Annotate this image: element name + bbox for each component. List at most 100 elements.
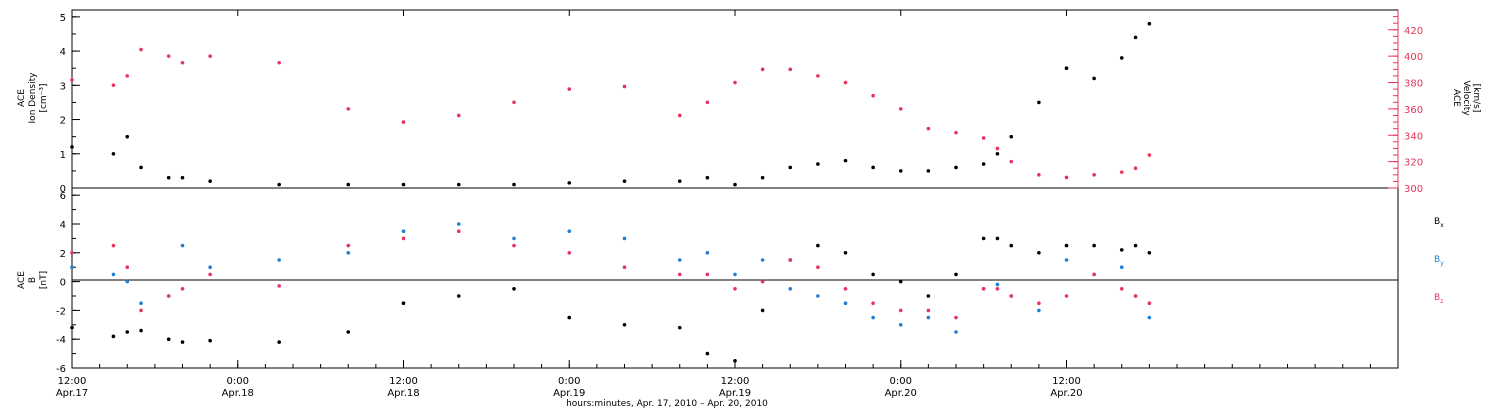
top-data-point-velocity [733, 80, 737, 85]
bottom-data-point-bx [677, 325, 682, 330]
bottom-data-point-bz [995, 287, 1000, 291]
bottom-data-point-by [898, 323, 903, 327]
bottom-ylabel-line2: B [28, 277, 38, 283]
bottom-data-point-by [1119, 265, 1124, 270]
bottom-data-point-by [512, 236, 516, 241]
x-tick-date: Apr.19 [553, 388, 585, 399]
bottom-data-point-bz [567, 251, 572, 255]
bottom-data-point-by [843, 301, 848, 306]
top-data-point-velocity [954, 130, 958, 135]
top-data-point-velocity [1064, 175, 1069, 180]
bottom-data-point-bz [705, 272, 710, 277]
top-data-point-velocity [926, 126, 931, 131]
bottom-data-point-bx [70, 325, 74, 330]
x-tick-time: 12:00 [389, 376, 418, 387]
bottom-data-point-by [705, 251, 710, 255]
bottom-data-point-by [277, 258, 281, 262]
bottom-data-point-bz [70, 251, 74, 255]
bottom-data-point-bx [346, 330, 351, 334]
bottom-data-point-bz [1133, 294, 1138, 298]
bottom-data-point-by [1037, 308, 1041, 313]
bottom-ylabel-line1: ACE [17, 271, 27, 289]
bz-by-bx-legend: Bx By Bz [1434, 217, 1444, 305]
bottom-data-point-bz [1092, 272, 1096, 277]
top-data-point-ion-density [1009, 134, 1014, 139]
top-data-point-ion-density [816, 162, 820, 166]
bottom-data-point-bx [816, 243, 820, 248]
bottom-data-point-bx [1037, 251, 1041, 255]
top-right-ylabel-line3: [km/s] [1471, 84, 1481, 113]
bottom-data-point-bx [733, 359, 737, 363]
bottom-data-point-bx [995, 236, 1000, 241]
top-data-point-velocity [180, 60, 185, 65]
bottom-data-point-bx [705, 351, 710, 356]
legend-bx: Bx [1434, 217, 1444, 229]
bottom-data-point-bx [208, 338, 212, 343]
bottom-data-point-bx [180, 340, 185, 344]
top-data-point-ion-density [733, 182, 737, 187]
top-data-point-ion-density [926, 169, 931, 173]
top-data-point-velocity [981, 136, 986, 140]
top-data-point-ion-density [995, 151, 1000, 156]
bottom-data-point-bx [1133, 243, 1138, 248]
top-data-point-velocity [401, 120, 406, 124]
bottom-data-point-bx [1092, 243, 1096, 248]
top-data-point-velocity [70, 78, 74, 82]
top-right-tick-label: 400 [1404, 52, 1423, 63]
x-axis-label: hours:minutes, Apr. 17, 2010 – Apr. 20, … [566, 399, 768, 409]
top-data-point-velocity [843, 80, 848, 85]
top-data-point-ion-density [1133, 35, 1138, 40]
top-data-point-velocity [139, 47, 143, 52]
top-data-point-velocity [125, 74, 130, 78]
top-right-tick-label: 320 [1404, 158, 1423, 169]
top-data-point-velocity [705, 100, 710, 105]
bottom-data-point-bz [954, 315, 958, 320]
bottom-data-point-bz [456, 229, 461, 233]
bottom-data-point-bx [954, 272, 958, 277]
bottom-data-point-by [180, 243, 185, 248]
bottom-data-point-bz [277, 284, 281, 288]
bottom-data-point-bz [111, 243, 116, 248]
bottom-data-point-bx [125, 330, 130, 334]
top-right-tick-label: 300 [1404, 184, 1423, 195]
top-left-tick-label: 5 [60, 13, 66, 24]
bottom-data-point-bz [733, 287, 737, 291]
bottom-data-point-bz [981, 287, 986, 291]
bottom-data-point-bz [125, 265, 130, 270]
bottom-data-point-by [401, 229, 406, 233]
bottom-data-point-by [208, 265, 212, 270]
top-left-tick-label: 1 [60, 150, 66, 161]
bottom-data-point-by [788, 287, 793, 291]
top-data-point-ion-density [981, 162, 986, 166]
top-panel-frame [71, 9, 1399, 189]
legend-bz: Bz [1434, 293, 1443, 305]
bottom-left-tick-label: 0 [60, 278, 66, 289]
top-data-point-velocity [166, 54, 171, 58]
top-data-point-velocity [677, 113, 682, 118]
top-data-point-velocity [788, 67, 793, 72]
bottom-data-point-bz [512, 243, 516, 248]
x-tick-date: Apr.20 [885, 388, 917, 399]
top-data-point-ion-density [346, 182, 351, 187]
bottom-data-point-by [926, 315, 931, 320]
x-tick-date: Apr.20 [1050, 388, 1082, 399]
bottom-data-point-bz [1037, 301, 1041, 306]
top-data-point-velocity [1037, 173, 1041, 177]
top-left-ylabel-line3: [cm⁻³] [39, 83, 49, 112]
bottom-data-point-by [733, 272, 737, 277]
x-tick-time: 12:00 [721, 376, 750, 387]
bottom-data-point-bx [1147, 251, 1152, 255]
top-data-point-ion-density [139, 165, 143, 170]
bottom-data-point-by [1147, 315, 1152, 320]
top-right-ylabel-line2: Velocity [1461, 80, 1471, 116]
bottom-data-point-bz [1119, 287, 1124, 291]
bottom-left-tick-label: 2 [60, 249, 66, 260]
top-data-point-ion-density [760, 175, 765, 180]
top-data-point-ion-density [70, 145, 74, 149]
top-data-point-ion-density [125, 134, 130, 139]
bottom-data-point-bx [139, 328, 143, 333]
bottom-panel-frame [71, 187, 1399, 369]
bottom-data-point-bz [788, 258, 793, 262]
bottom-data-point-bx [898, 279, 903, 284]
